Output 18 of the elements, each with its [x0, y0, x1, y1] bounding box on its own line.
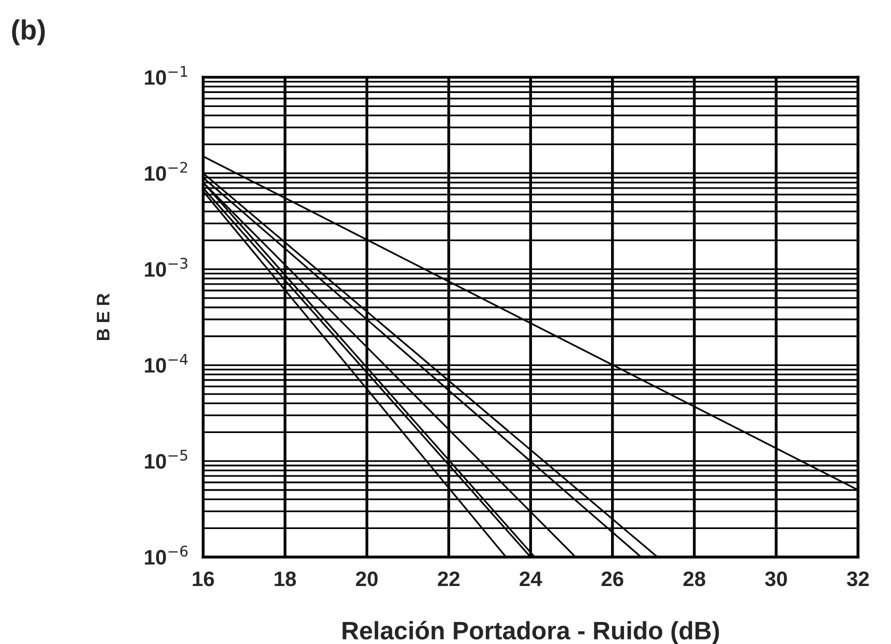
- x-tick-label: 16: [192, 572, 214, 586]
- y-tick-label: 10$^{−3}$: [144, 258, 188, 277]
- x-tick-label: 32: [846, 572, 869, 586]
- x-tick-label: 24: [520, 572, 542, 586]
- y-axis-title: B E R: [96, 293, 110, 340]
- x-tick-label: 20: [356, 572, 378, 586]
- x-tick-label: 26: [602, 572, 624, 586]
- text: (b): [12, 19, 45, 46]
- y-tick-label: 10$^{−1}$: [144, 66, 188, 85]
- x-tick-label: 18: [274, 572, 296, 586]
- y-tick-label: 10$^{−4}$: [144, 354, 188, 373]
- x-tick-label: 30: [765, 572, 787, 586]
- x-tick-label: 22: [438, 572, 460, 586]
- y-tick-label: 10$^{−2}$: [144, 162, 188, 181]
- x-tick-label: 28: [683, 572, 706, 586]
- x-axis-title: Relación Portadora - Ruido (dB): [342, 620, 719, 644]
- y-tick-label: 10$^{−5}$: [144, 450, 188, 469]
- y-tick-label: 10$^{−6}$: [144, 546, 188, 565]
